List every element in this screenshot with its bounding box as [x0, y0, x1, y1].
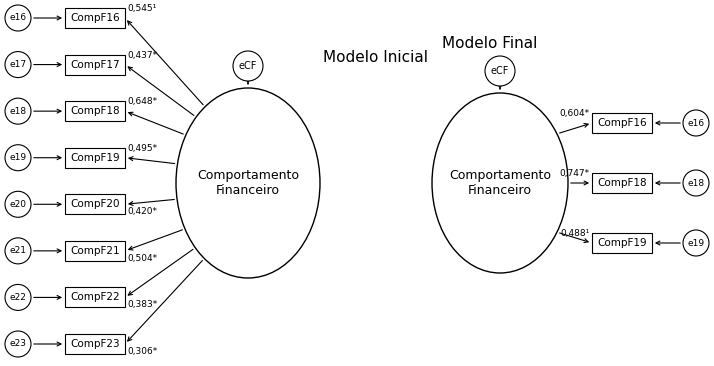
Text: 0,437*: 0,437*	[127, 51, 157, 60]
FancyBboxPatch shape	[65, 241, 125, 261]
Circle shape	[683, 170, 709, 196]
Text: eCF: eCF	[491, 66, 509, 76]
Text: e18: e18	[688, 179, 705, 187]
Text: 0,306*: 0,306*	[127, 347, 157, 356]
Text: 0,747*: 0,747*	[560, 169, 590, 178]
Text: 0,495*: 0,495*	[127, 144, 157, 153]
FancyBboxPatch shape	[65, 101, 125, 121]
Text: Modelo Final: Modelo Final	[442, 36, 538, 51]
Text: 0,420*: 0,420*	[127, 207, 157, 216]
Circle shape	[5, 145, 31, 171]
Text: e19: e19	[9, 153, 26, 162]
Circle shape	[233, 51, 263, 81]
Circle shape	[5, 5, 31, 31]
Text: CompF21: CompF21	[70, 246, 120, 256]
Circle shape	[5, 238, 31, 264]
Circle shape	[5, 284, 31, 310]
Text: 0,648*: 0,648*	[127, 97, 157, 106]
Text: e23: e23	[9, 340, 26, 348]
FancyBboxPatch shape	[65, 148, 125, 168]
FancyBboxPatch shape	[592, 233, 652, 253]
Text: e16: e16	[688, 119, 705, 127]
Text: CompF19: CompF19	[597, 238, 647, 248]
Text: eCF: eCF	[238, 61, 257, 71]
Circle shape	[485, 56, 515, 86]
Text: CompF23: CompF23	[70, 339, 120, 349]
Circle shape	[5, 331, 31, 357]
Text: 0,383*: 0,383*	[127, 300, 157, 309]
Ellipse shape	[432, 93, 568, 273]
Text: e20: e20	[9, 200, 26, 209]
Text: 0,604*: 0,604*	[560, 109, 590, 118]
FancyBboxPatch shape	[65, 55, 125, 75]
Text: CompF22: CompF22	[70, 292, 120, 302]
Text: CompF18: CompF18	[597, 178, 647, 188]
Text: Comportamento
Financeiro: Comportamento Financeiro	[197, 169, 299, 197]
Text: 0,545¹: 0,545¹	[127, 4, 156, 13]
Text: e16: e16	[9, 14, 26, 22]
Text: 0,488¹: 0,488¹	[560, 229, 590, 238]
Text: CompF17: CompF17	[70, 60, 120, 70]
FancyBboxPatch shape	[65, 8, 125, 28]
Text: Comportamento
Financeiro: Comportamento Financeiro	[449, 169, 551, 197]
FancyBboxPatch shape	[65, 194, 125, 214]
Ellipse shape	[176, 88, 320, 278]
Text: Modelo Inicial: Modelo Inicial	[323, 51, 428, 66]
Text: CompF19: CompF19	[70, 153, 120, 163]
FancyBboxPatch shape	[65, 334, 125, 354]
Circle shape	[683, 110, 709, 136]
FancyBboxPatch shape	[65, 287, 125, 307]
Text: CompF16: CompF16	[597, 118, 647, 128]
FancyBboxPatch shape	[592, 113, 652, 133]
Text: e22: e22	[9, 293, 26, 302]
Text: e19: e19	[688, 239, 705, 247]
Text: CompF20: CompF20	[70, 199, 120, 209]
Text: CompF16: CompF16	[70, 13, 120, 23]
Circle shape	[5, 98, 31, 124]
Text: e17: e17	[9, 60, 26, 69]
Text: e21: e21	[9, 246, 26, 255]
Circle shape	[683, 230, 709, 256]
Circle shape	[5, 52, 31, 78]
Text: 0,504*: 0,504*	[127, 254, 157, 263]
Circle shape	[5, 191, 31, 217]
Text: e18: e18	[9, 107, 26, 116]
FancyBboxPatch shape	[592, 173, 652, 193]
Text: CompF18: CompF18	[70, 106, 120, 116]
